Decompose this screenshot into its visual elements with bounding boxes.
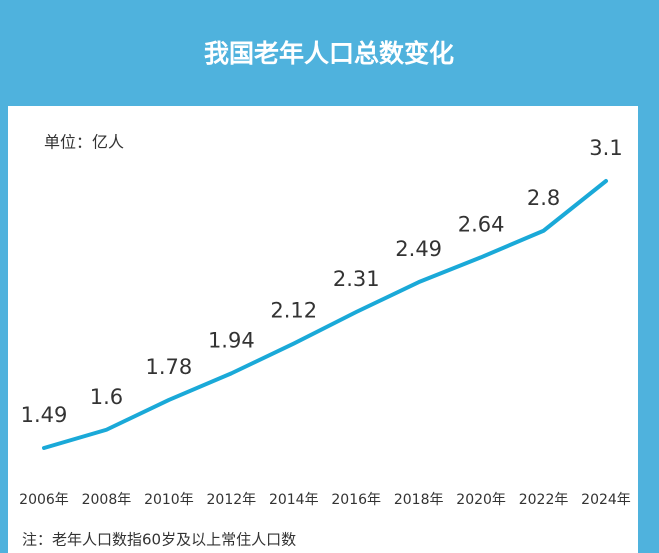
frame-left [0, 106, 8, 553]
title-bar [0, 0, 659, 106]
x-tick-label: 2016年 [331, 492, 381, 508]
x-tick-label: 2024年 [581, 492, 631, 508]
data-label: 2.12 [270, 299, 317, 323]
x-tick-label: 2020年 [456, 492, 506, 508]
data-label: 1.49 [21, 403, 68, 427]
x-tick-label: 2018年 [394, 492, 444, 508]
line [42, 179, 608, 450]
x-tick-label: 2008年 [82, 492, 132, 508]
data-label: 1.78 [146, 355, 193, 379]
data-label: 1.6 [90, 385, 123, 409]
note: 注：老年人口数指60岁及以上常住人口数 [22, 531, 296, 549]
data-label: 2.49 [395, 237, 442, 261]
x-tick-label: 2010年 [144, 492, 194, 508]
unit-label: 单位：亿人 [44, 133, 124, 152]
data-label: 1.94 [208, 328, 255, 352]
x-tick-label: 2006年 [19, 492, 69, 508]
data-label: 2.8 [527, 186, 560, 210]
data-label: 2.31 [333, 267, 380, 291]
frame-right [638, 106, 659, 553]
x-tick-label: 2022年 [519, 492, 569, 508]
x-tick-label: 2014年 [269, 492, 319, 508]
chart-title: 我国老年人口总数变化 [204, 39, 454, 68]
data-label: 2.64 [458, 212, 505, 236]
data-label: 3.1 [589, 136, 622, 160]
x-tick-label: 2012年 [207, 492, 257, 508]
